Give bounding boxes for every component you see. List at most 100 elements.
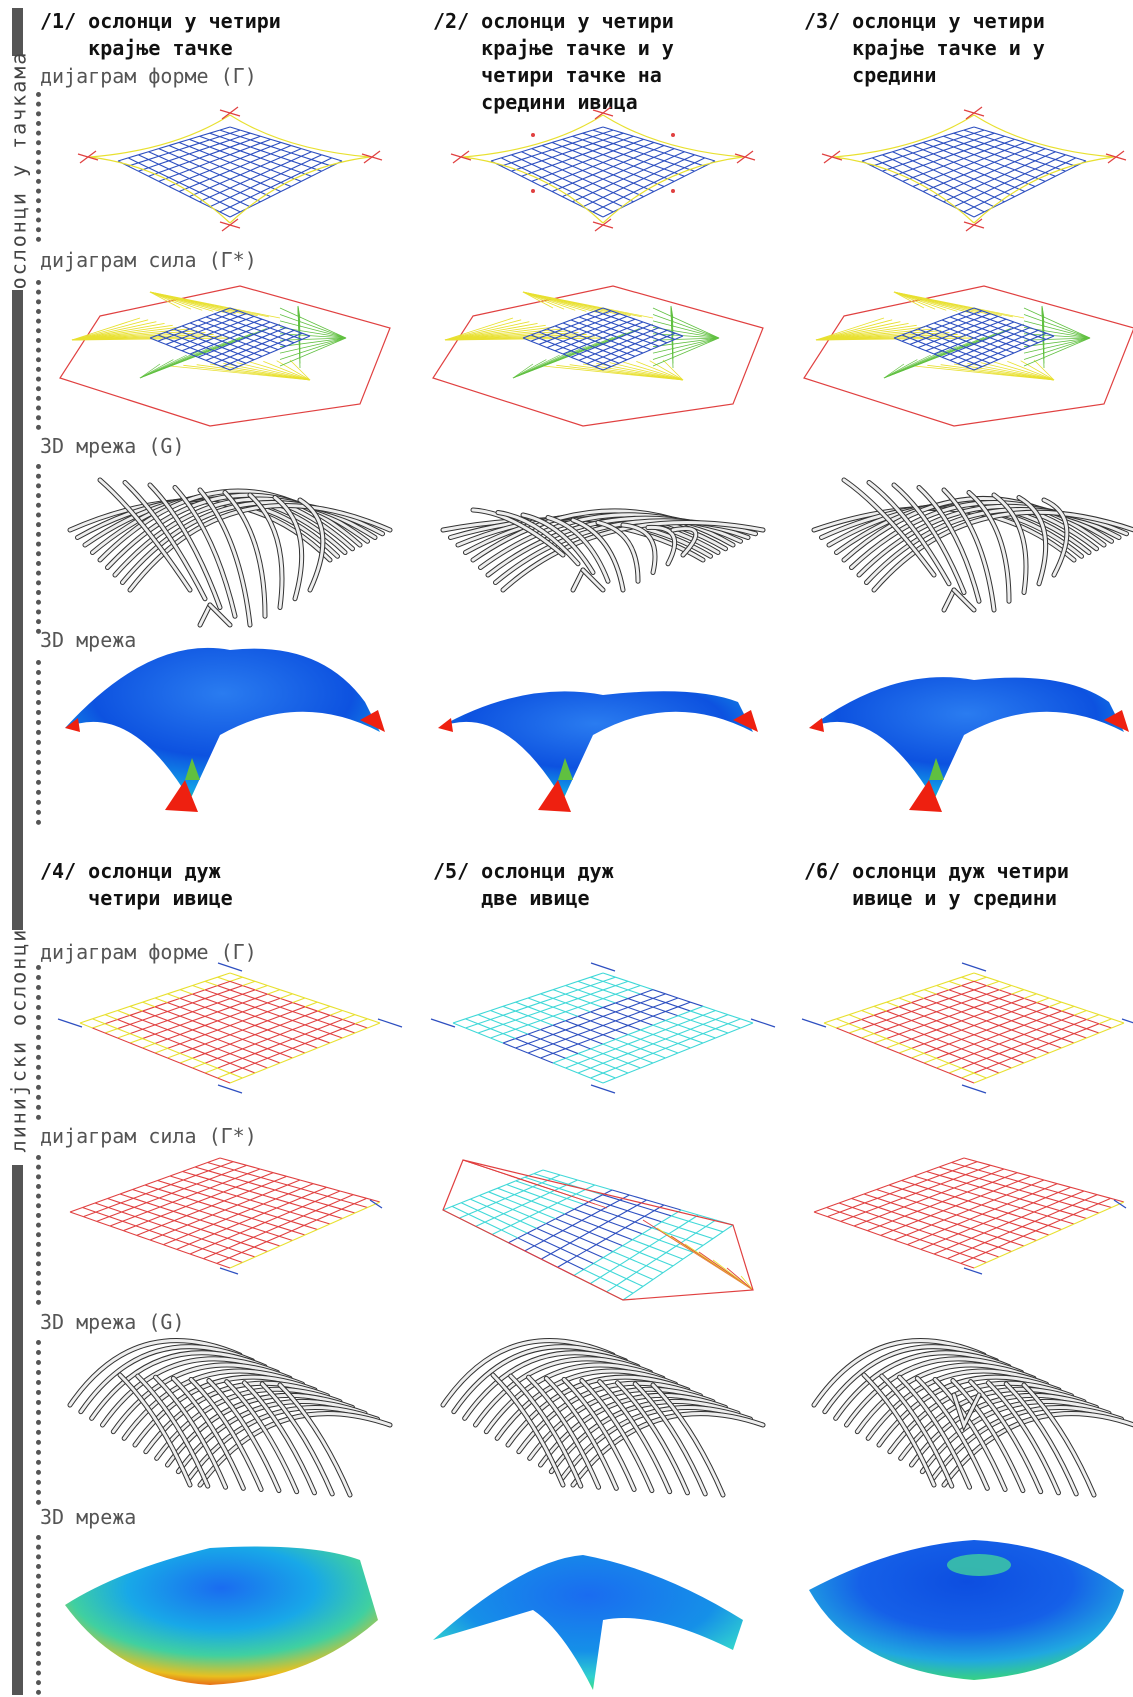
force-grid-line (949, 347, 959, 352)
force-grid-line (251, 1217, 266, 1224)
force-grid-line (250, 1203, 264, 1210)
form-grid-line (260, 161, 271, 167)
force-grid-line (497, 1184, 507, 1189)
force-grid-line (1021, 339, 1031, 344)
force-grid-line (545, 1218, 556, 1225)
force-grid-line (953, 1178, 967, 1184)
force-grid-line (594, 356, 604, 361)
force-grid-line (288, 1188, 302, 1195)
form-grid-line (1004, 165, 1015, 171)
force-grid-line (213, 319, 223, 324)
form-grid-line (117, 1037, 131, 1044)
force-grid-line (997, 1236, 1011, 1243)
form-grid-line (590, 1002, 604, 1008)
force-grid-line (245, 349, 255, 354)
form-grid-line (898, 1024, 912, 1031)
form-grid-line (602, 1024, 616, 1031)
force-grid-line (189, 325, 199, 330)
form-grid-line (613, 129, 624, 134)
force-grid-line (605, 1232, 616, 1240)
form-grid-line (643, 181, 655, 188)
force-grid-line (981, 343, 991, 348)
support-cone (1104, 710, 1129, 732)
form-grid-line (179, 984, 193, 991)
form-grid-line (515, 1028, 529, 1035)
force-grid-line (205, 359, 215, 365)
force-grid-line (329, 1214, 343, 1220)
form-grid-line (702, 1019, 716, 1025)
force-grid-line (863, 1193, 878, 1199)
form-grid-line (643, 156, 655, 163)
case-title-5: /5/ ослонци дуж две ивице (433, 859, 614, 910)
form-grid-line (178, 177, 190, 183)
form-grid-line (189, 153, 200, 159)
force-grid-line (570, 316, 580, 321)
structure-3d-case-6 (811, 1338, 1133, 1498)
force-grid-line (957, 343, 967, 348)
force-grid-line (839, 1206, 853, 1213)
form-grid-line (565, 1015, 579, 1022)
form-grid-line (640, 1052, 654, 1059)
force-grid-line (264, 1221, 279, 1228)
force-grid-line (245, 331, 255, 336)
force-grid-line (229, 307, 239, 312)
force-grid-line (965, 328, 975, 333)
force-grid-line (229, 346, 239, 352)
force-grid-line (979, 1186, 994, 1192)
form-grid-line (973, 165, 985, 172)
force-grid-line (585, 1184, 596, 1190)
form-grid-line (615, 1029, 629, 1036)
force-grid-line (491, 1229, 502, 1236)
form-diagram-case-5 (430, 962, 776, 1094)
form-grid-line (317, 1014, 331, 1021)
form-grid-line (1111, 1018, 1125, 1024)
force-grid-line (171, 1192, 186, 1199)
form-grid-line (963, 136, 975, 141)
shell-surface (809, 1540, 1124, 1680)
force-grid-line (891, 1206, 905, 1213)
form-grid-line (129, 1010, 143, 1016)
form-grid-line (882, 170, 893, 177)
form-grid-line (577, 980, 591, 987)
form-grid-line (154, 1052, 168, 1059)
force-grid-line (946, 1242, 960, 1250)
force-grid-line (229, 319, 239, 324)
force-grid-line (522, 334, 532, 339)
form-grid-line (1098, 1023, 1112, 1029)
form-grid-line (142, 1001, 156, 1008)
force-grid-line (188, 1238, 202, 1245)
force-grid-line (241, 1251, 256, 1258)
form-grid-line (1048, 1006, 1062, 1012)
form-grid-line (577, 1043, 591, 1050)
force-grid-line (188, 1233, 202, 1240)
form-grid-line (994, 142, 1005, 148)
form-grid-line (953, 192, 965, 198)
structure-arch-highlight (90, 1351, 267, 1420)
force-grid-line (965, 313, 975, 318)
form-grid-line (192, 1006, 206, 1013)
form-grid-line (209, 183, 221, 189)
form-grid-line (627, 1002, 641, 1008)
row-label-meshg-2: 3D мрежа (G) (40, 1310, 185, 1334)
form-grid-line (270, 156, 282, 163)
form-grid-line (640, 1062, 654, 1069)
force-grid-line (989, 337, 999, 342)
force-grid-line (672, 1258, 684, 1267)
force-spoke (652, 337, 720, 354)
force-grid-line (213, 325, 223, 330)
form-grid-line (129, 1028, 143, 1035)
form-grid-line (117, 1009, 131, 1016)
force-grid-line (260, 1172, 274, 1179)
form-grid-line (948, 1015, 962, 1022)
form-grid-line (948, 1048, 962, 1055)
force-grid-line (1019, 1193, 1033, 1200)
form-grid-line (984, 132, 995, 138)
form-grid-line (540, 1010, 554, 1017)
structure-rib-highlight (207, 1379, 281, 1493)
force-grid-line (560, 1174, 578, 1181)
form-grid-line (963, 132, 975, 138)
force-grid-line (989, 327, 999, 333)
force-grid-line (953, 1182, 967, 1189)
form-grid-line (602, 1053, 616, 1059)
form-grid-line (1048, 1015, 1062, 1021)
